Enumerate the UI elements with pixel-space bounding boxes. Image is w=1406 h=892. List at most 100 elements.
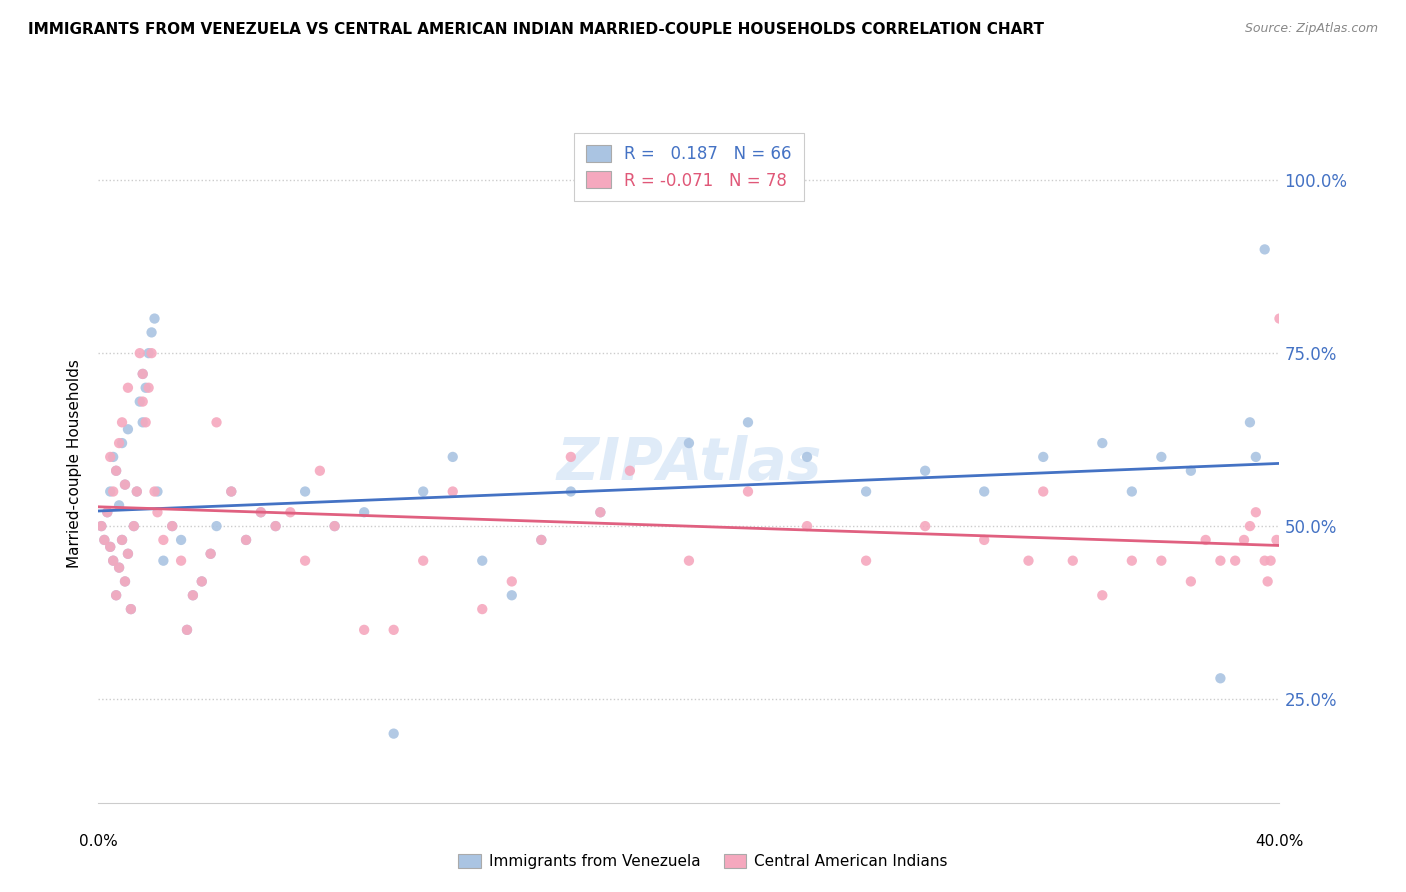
Point: [120, 602, 142, 616]
Point: [294, 554, 316, 568]
Point: [382, 726, 405, 740]
Text: ZIPAtlas: ZIPAtlas: [557, 435, 821, 492]
Point: [250, 505, 273, 519]
Point: [1257, 574, 1279, 589]
Point: [560, 484, 582, 499]
Point: [471, 554, 494, 568]
Point: [108, 499, 131, 513]
Point: [111, 533, 134, 547]
Point: [114, 477, 136, 491]
Point: [141, 346, 163, 360]
Point: [914, 464, 936, 478]
Point: [737, 484, 759, 499]
Point: [117, 422, 139, 436]
Point: [219, 484, 242, 499]
Point: [200, 547, 222, 561]
Point: [108, 436, 131, 450]
Point: [108, 560, 131, 574]
Point: [1233, 533, 1256, 547]
Point: [98, 450, 121, 464]
Point: [105, 464, 128, 478]
Point: [181, 588, 204, 602]
Point: [1121, 484, 1143, 499]
Point: [114, 477, 136, 491]
Point: [412, 554, 434, 568]
Point: [973, 533, 995, 547]
Point: [1239, 415, 1261, 429]
Point: [1268, 311, 1291, 326]
Point: [1265, 533, 1288, 547]
Point: [125, 484, 148, 499]
Text: 0.0%: 0.0%: [79, 834, 118, 849]
Y-axis label: Married-couple Households: Married-couple Households: [67, 359, 83, 568]
Point: [1091, 436, 1114, 450]
Point: [1062, 554, 1084, 568]
Point: [471, 602, 494, 616]
Text: IMMIGRANTS FROM VENEZUELA VS CENTRAL AMERICAN INDIAN MARRIED-COUPLE HOUSEHOLDS C: IMMIGRANTS FROM VENEZUELA VS CENTRAL AME…: [28, 22, 1045, 37]
Point: [105, 464, 128, 478]
Point: [132, 367, 155, 381]
Point: [117, 381, 139, 395]
Point: [1254, 243, 1277, 257]
Point: [1260, 554, 1282, 568]
Point: [264, 519, 287, 533]
Point: [191, 574, 214, 589]
Point: [678, 554, 700, 568]
Point: [250, 505, 273, 519]
Point: [122, 519, 145, 533]
Point: [560, 450, 582, 464]
Point: [93, 533, 115, 547]
Point: [181, 588, 204, 602]
Point: [589, 505, 612, 519]
Point: [205, 415, 228, 429]
Point: [103, 450, 125, 464]
Point: [103, 554, 125, 568]
Point: [1017, 554, 1039, 568]
Point: [143, 311, 166, 326]
Point: [1223, 554, 1246, 568]
Point: [114, 574, 136, 589]
Point: [176, 623, 198, 637]
Point: [1121, 554, 1143, 568]
Point: [138, 381, 160, 395]
Point: [105, 588, 128, 602]
Point: [117, 547, 139, 561]
Point: [200, 547, 222, 561]
Point: [98, 540, 121, 554]
Point: [973, 484, 995, 499]
Point: [111, 436, 134, 450]
Point: [382, 623, 405, 637]
Point: [93, 533, 115, 547]
Point: [441, 450, 464, 464]
Point: [162, 519, 183, 533]
Point: [122, 519, 145, 533]
Point: [128, 394, 150, 409]
Point: [1150, 450, 1173, 464]
Point: [235, 533, 257, 547]
Point: [1244, 505, 1267, 519]
Point: [135, 415, 157, 429]
Point: [264, 519, 287, 533]
Point: [128, 346, 150, 360]
Point: [117, 547, 139, 561]
Point: [855, 484, 877, 499]
Point: [1254, 554, 1277, 568]
Point: [108, 560, 131, 574]
Point: [1091, 588, 1114, 602]
Point: [1032, 484, 1054, 499]
Point: [323, 519, 346, 533]
Point: [125, 484, 148, 499]
Point: [132, 415, 155, 429]
Point: [530, 533, 553, 547]
Point: [111, 533, 134, 547]
Point: [914, 519, 936, 533]
Point: [1032, 450, 1054, 464]
Point: [1180, 574, 1202, 589]
Text: Source: ZipAtlas.com: Source: ZipAtlas.com: [1244, 22, 1378, 36]
Point: [135, 381, 157, 395]
Point: [294, 484, 316, 499]
Point: [1150, 554, 1173, 568]
Legend: Immigrants from Venezuela, Central American Indians: Immigrants from Venezuela, Central Ameri…: [453, 848, 953, 875]
Point: [120, 602, 142, 616]
Point: [278, 505, 302, 519]
